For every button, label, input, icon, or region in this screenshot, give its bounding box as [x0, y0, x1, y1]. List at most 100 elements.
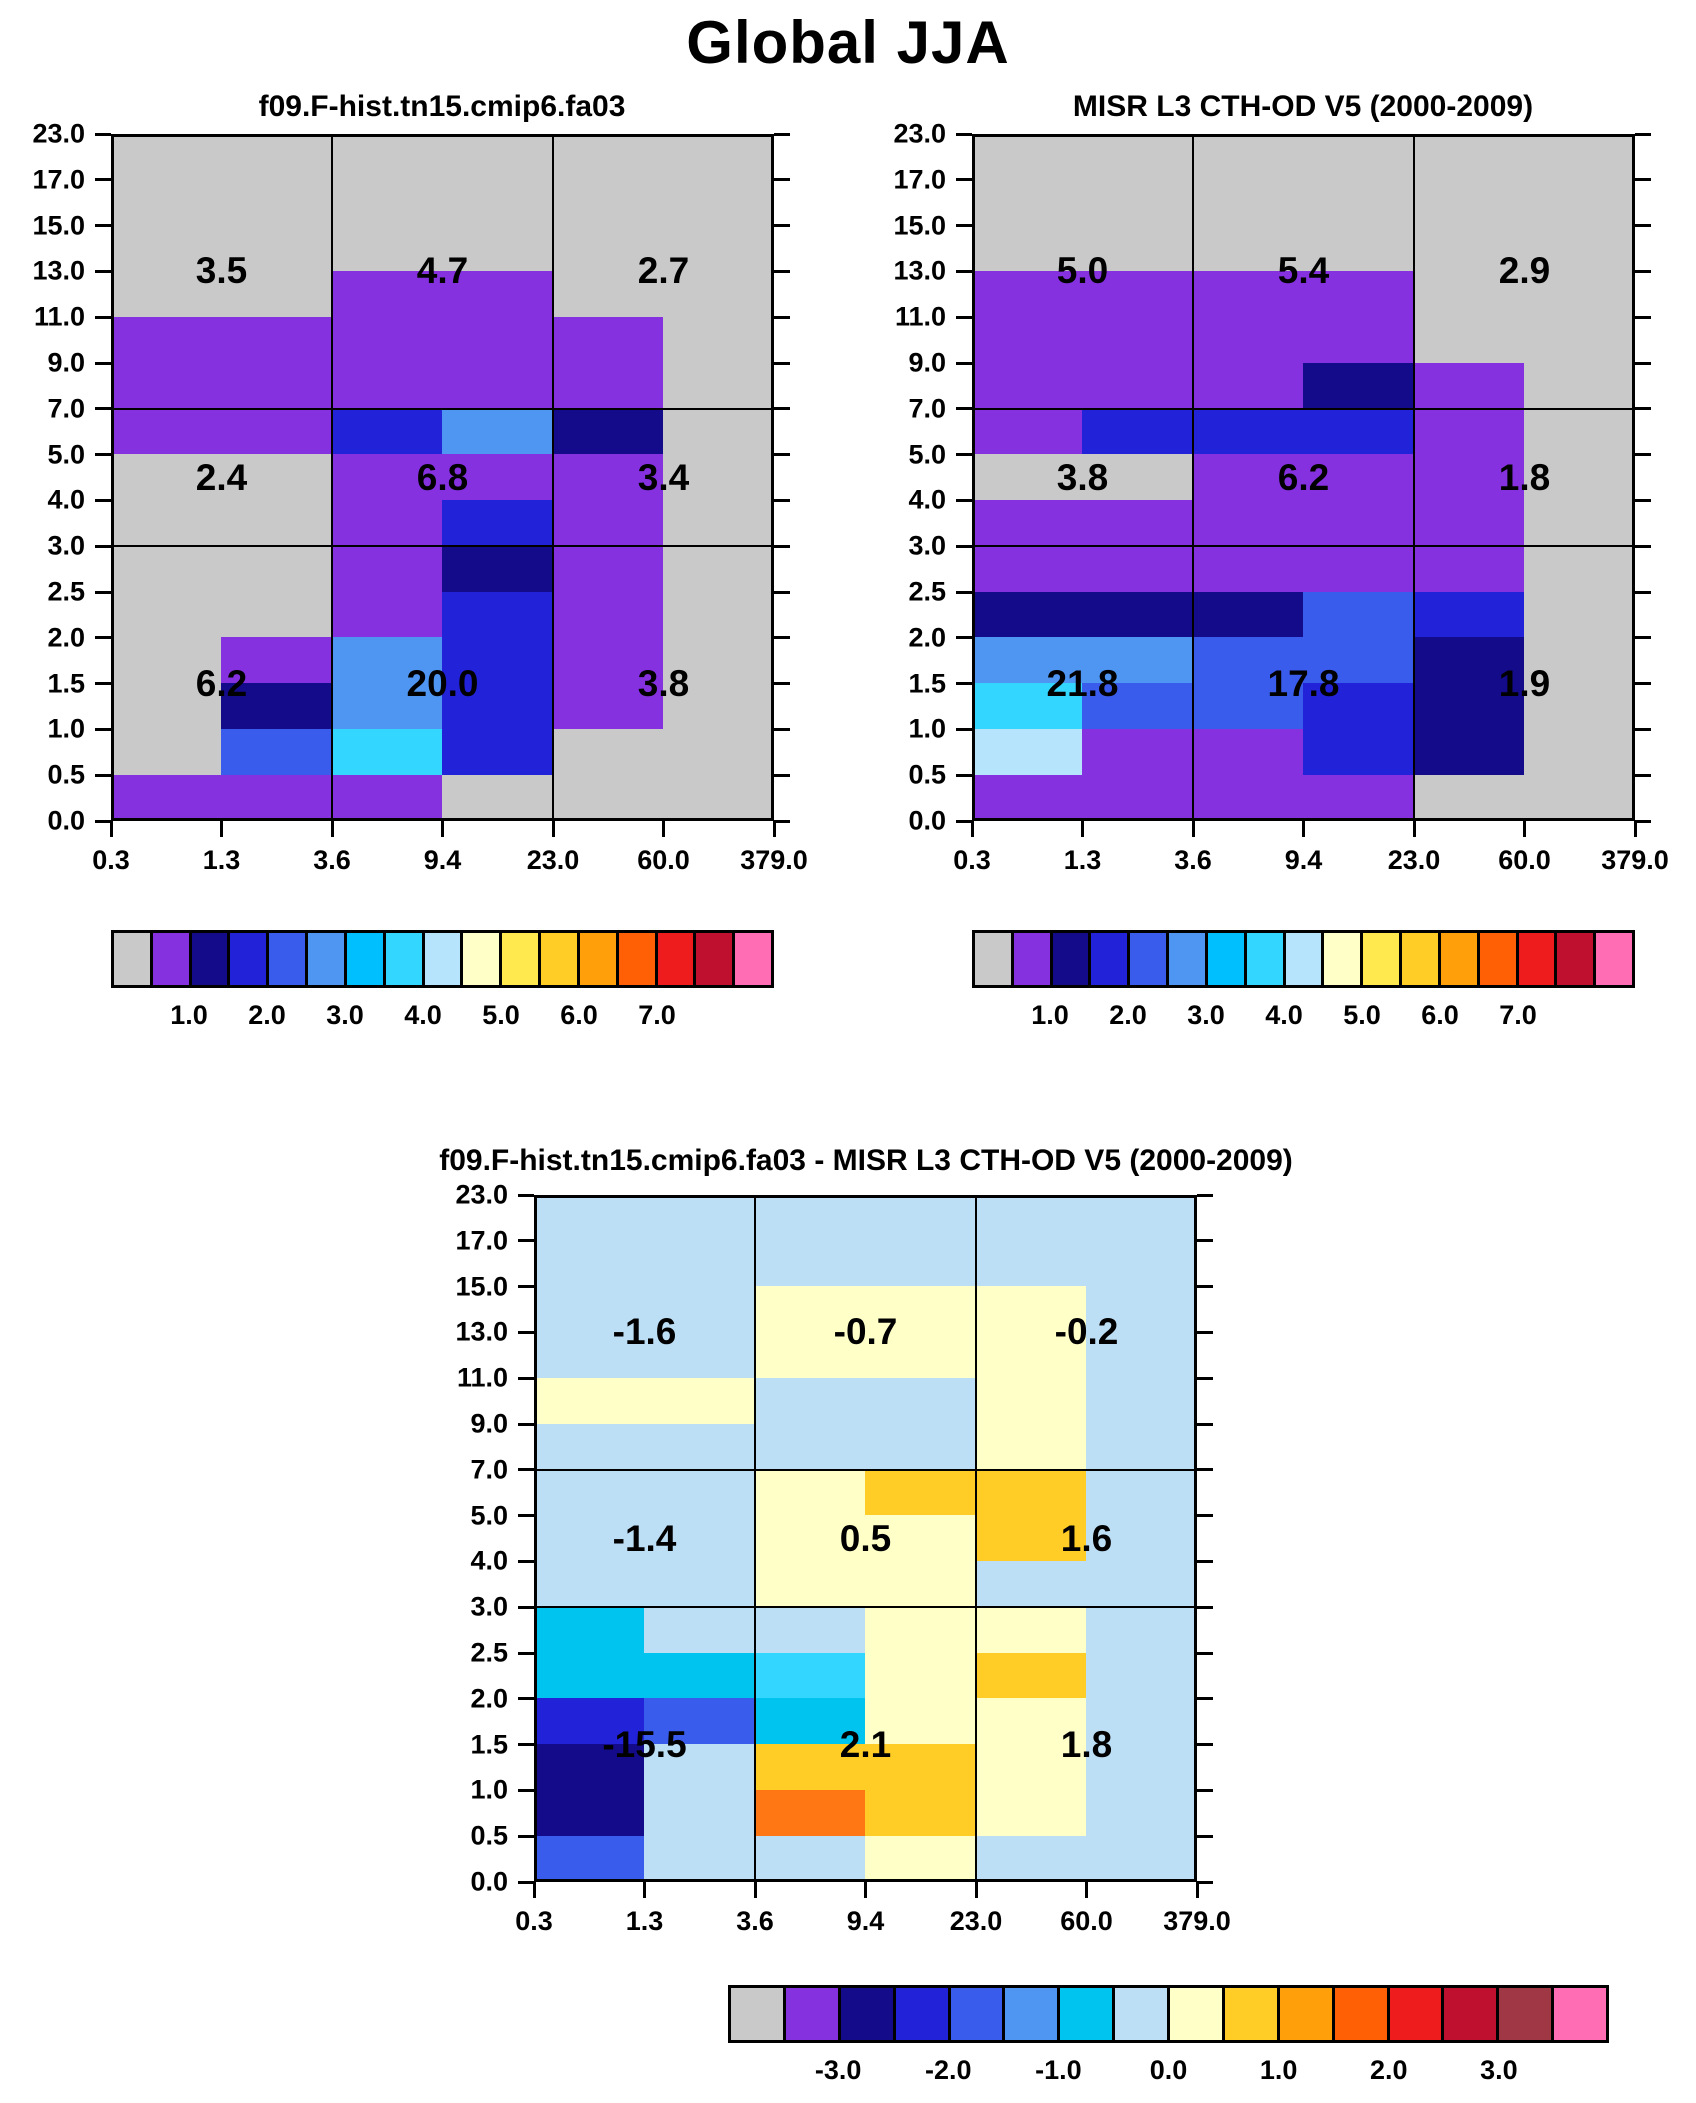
- heatmap-cell: [552, 179, 664, 227]
- heatmap-cell: [1524, 499, 1635, 547]
- heatmap-cell: [1192, 179, 1304, 227]
- heatmap-cell: [663, 316, 774, 364]
- y-axis-tick-label: 9.0: [470, 1408, 508, 1439]
- y-axis-tick-right: [1635, 819, 1651, 823]
- y-axis-tick-right: [1635, 361, 1651, 365]
- x-axis-tick-label: 1.3: [1063, 845, 1102, 875]
- heatmap-cell: [972, 362, 1083, 410]
- heatmap-cell: [865, 1195, 977, 1242]
- y-axis-tick-left: [95, 315, 111, 319]
- heatmap-cell: [1082, 545, 1194, 593]
- heatmap-cell: [221, 179, 333, 227]
- heatmap-cell: [972, 591, 1083, 639]
- y-axis-tick-right: [1635, 407, 1651, 411]
- heatmap-cell: [1303, 270, 1415, 318]
- heatmap-cell: [442, 637, 554, 685]
- heatmap-cell: [754, 1835, 866, 1882]
- colorbar-segment: [1091, 933, 1131, 985]
- y-axis-tick-right: [774, 178, 790, 182]
- x-axis-tick: [220, 821, 223, 837]
- heatmap-cell: [111, 499, 222, 547]
- y-axis-tick-left: [518, 1559, 534, 1563]
- heatmap-cell: [1303, 408, 1415, 456]
- y-axis-tick-left: [956, 819, 972, 823]
- heatmap-cell: [331, 545, 443, 593]
- y-axis-tick-right: [1635, 178, 1651, 182]
- heatmap-cell: [865, 1515, 977, 1562]
- colorbar-tick-label: 4.0: [404, 1000, 442, 1030]
- heatmap-cell: [331, 134, 443, 181]
- heatmap-cell: [1413, 270, 1525, 318]
- block-value-label: 1.8: [1060, 1723, 1113, 1765]
- block-value-label: 3.8: [1056, 456, 1109, 498]
- heatmap-cell: [221, 728, 333, 776]
- y-axis-tick-label: 9.0: [47, 347, 85, 378]
- heatmap-cell: [331, 179, 443, 227]
- y-axis-tick-label: 11.0: [456, 1362, 508, 1393]
- heatmap-cell: [1303, 774, 1415, 821]
- y-axis-tick-label: 0.0: [470, 1866, 508, 1897]
- heatmap-cell: [972, 774, 1083, 821]
- y-axis-tick-label: 9.0: [908, 347, 946, 378]
- colorbar-segment: [1389, 1988, 1445, 2040]
- heatmap-cell: [1413, 499, 1525, 547]
- heatmap-cell: [1303, 545, 1415, 593]
- grid-line-vertical: [1413, 134, 1415, 821]
- heatmap-cell: [534, 1195, 645, 1242]
- heatmap-cell: [1413, 683, 1525, 730]
- heatmap-cell: [221, 270, 333, 318]
- heatmap-cell: [754, 1744, 866, 1791]
- heatmap-cell: [663, 499, 774, 547]
- y-axis-tick-left: [518, 1788, 534, 1792]
- heatmap-cell: [1413, 225, 1525, 272]
- heatmap-cell: [1413, 637, 1525, 685]
- heatmap-cell: [1082, 362, 1194, 410]
- colorbar-tick-label: 5.0: [1343, 1000, 1381, 1030]
- heatmap-cell: [331, 408, 443, 456]
- colorbar-model: 1.0 2.0 3.0 4.0 5.0 6.0 7.0: [111, 930, 774, 1030]
- y-axis-tick-left: [95, 453, 111, 457]
- heatmap-cell: [754, 1286, 866, 1333]
- x-axis-tick-label: 0.3: [953, 845, 991, 875]
- y-axis-tick-right: [774, 590, 790, 594]
- y-axis-tick-label: 2.5: [470, 1637, 508, 1668]
- y-axis-tick-left: [95, 636, 111, 640]
- y-axis-tick-right: [774, 636, 790, 640]
- y-axis-tick-left: [956, 590, 972, 594]
- y-axis-tick-right: [1197, 1697, 1213, 1701]
- heatmap-cell: [1192, 408, 1304, 456]
- heatmap-cell: [534, 1652, 645, 1700]
- y-axis-tick-right: [774, 544, 790, 548]
- colorbar-tick-label: 0.0: [1149, 2055, 1188, 2085]
- x-axis-tick-label: 3.6: [313, 845, 351, 875]
- heatmap-cell: [754, 1560, 866, 1608]
- y-axis-tick-right: [774, 269, 790, 273]
- y-axis-tick-left: [956, 682, 972, 686]
- y-axis-tick-label: 11.0: [894, 301, 946, 332]
- heatmap-cell: [111, 408, 222, 456]
- x-axis-tick-label: 23.0: [526, 845, 580, 875]
- y-axis-tick-left: [95, 269, 111, 273]
- heatmap-cell: [221, 683, 333, 730]
- heatmap-cell: [331, 225, 443, 272]
- colorbar-segment: [1130, 933, 1170, 985]
- x-axis-tick: [1633, 821, 1637, 837]
- heatmap-cell: [865, 1286, 977, 1333]
- heatmap-cell: [972, 728, 1083, 776]
- colorbar-obs: 1.0 2.0 3.0 4.0 5.0 6.0 7.0: [972, 930, 1635, 1030]
- heatmap-cell: [644, 1606, 756, 1654]
- block-value-label: 20.0: [406, 662, 479, 704]
- heatmap-cell: [552, 545, 664, 593]
- y-axis-tick-label: 13.0: [32, 255, 85, 286]
- y-axis-tick-left: [95, 682, 111, 686]
- heatmap-cell: [1192, 270, 1304, 318]
- heatmap-cell: [1192, 637, 1304, 685]
- x-axis-tick-label: 379.0: [1601, 845, 1669, 875]
- x-axis-tick: [662, 821, 665, 837]
- heatmap-cell: [1303, 637, 1415, 685]
- heatmap-cell: [975, 1652, 1087, 1700]
- colorbar-segment: [1334, 1988, 1390, 2040]
- x-axis-tick: [532, 1882, 536, 1898]
- heatmap-cell: [644, 1560, 756, 1608]
- heatmap-cell: [972, 316, 1083, 364]
